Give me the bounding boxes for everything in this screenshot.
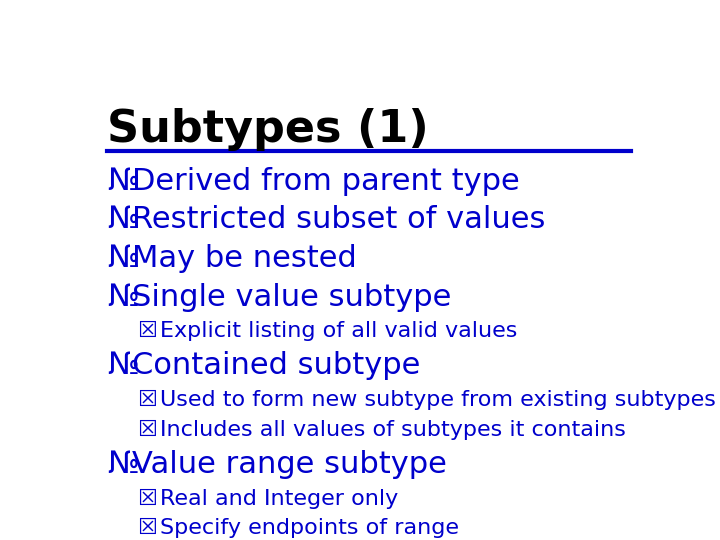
Text: Real and Integer only: Real and Integer only [160,489,398,509]
Text: ☒: ☒ [138,321,158,341]
Text: Specify endpoints of range: Specify endpoints of range [160,518,459,538]
Text: ☒: ☒ [138,518,158,538]
Text: №: № [107,352,138,380]
Text: Value range subtype: Value range subtype [132,450,446,479]
Text: Explicit listing of all valid values: Explicit listing of all valid values [160,321,517,341]
Text: Derived from parent type: Derived from parent type [132,167,520,195]
Text: ☒: ☒ [138,390,158,410]
Text: May be nested: May be nested [132,244,356,273]
Text: Contained subtype: Contained subtype [132,352,420,380]
Text: ☒: ☒ [138,489,158,509]
Text: Includes all values of subtypes it contains: Includes all values of subtypes it conta… [160,420,626,440]
Text: №: № [107,244,138,273]
Text: №: № [107,205,138,234]
Text: №: № [107,450,138,479]
Text: №: № [107,167,138,195]
Text: Used to form new subtype from existing subtypes: Used to form new subtype from existing s… [160,390,716,410]
Text: №: № [107,282,138,312]
Text: ☒: ☒ [138,420,158,440]
Text: Subtypes (1): Subtypes (1) [107,109,428,151]
Text: Single value subtype: Single value subtype [132,282,451,312]
Text: Restricted subset of values: Restricted subset of values [132,205,545,234]
